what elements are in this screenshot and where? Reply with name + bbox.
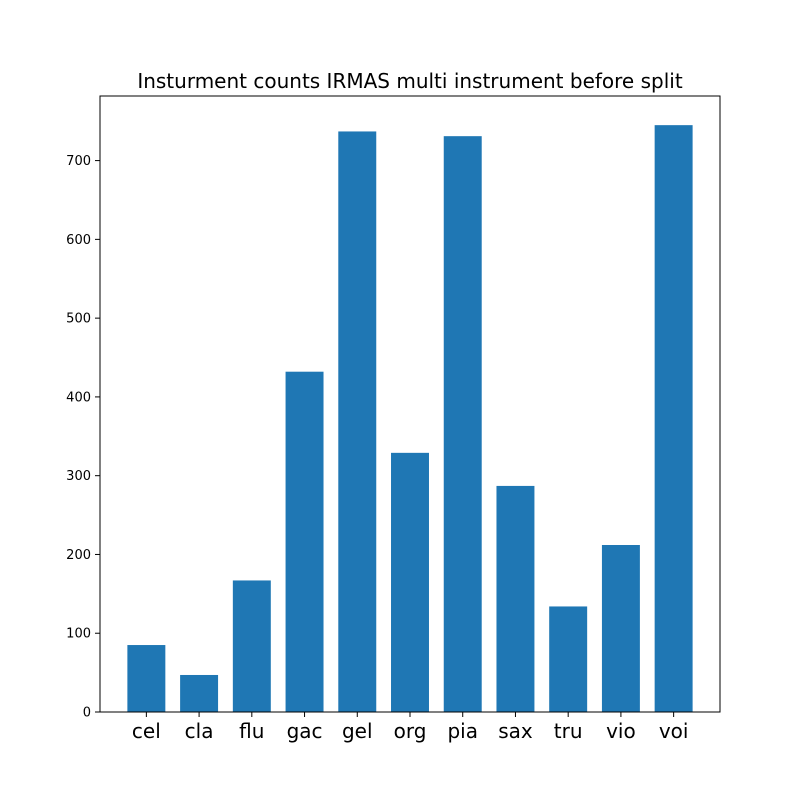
x-tick-label-voi: voi: [659, 719, 689, 743]
y-tick-label-200: 200: [66, 548, 91, 563]
chart-title: Insturment counts IRMAS multi instrument…: [137, 69, 683, 93]
bar-flu: [232, 580, 271, 712]
y-tick-label-100: 100: [66, 627, 91, 642]
x-tick-label-gac: gac: [287, 719, 323, 743]
bar-gel: [338, 131, 377, 712]
y-tick-label-400: 400: [66, 390, 91, 405]
bar-org: [391, 452, 429, 712]
bar-tru: [549, 606, 588, 712]
x-axis: cel cla flu gac gel org pia sax tru vio voi: [132, 712, 689, 743]
bar-gac: [285, 371, 324, 712]
bar-voi: [654, 125, 693, 712]
x-tick-label-gel: gel: [342, 719, 373, 743]
y-tick-label-700: 700: [66, 154, 91, 169]
bar-vio: [601, 545, 640, 712]
bar-pia: [443, 136, 482, 713]
y-tick-label-0: 0: [83, 706, 91, 721]
plot-frame: [99, 95, 721, 713]
y-axis: 0 100 200 300 400 500 600 700: [66, 154, 100, 721]
x-tick-label-cla: cla: [185, 719, 214, 743]
x-tick-label-sax: sax: [498, 719, 533, 743]
x-tick-label-cel: cel: [132, 719, 161, 743]
x-tick-label-flu: flu: [239, 719, 264, 743]
y-tick-label-500: 500: [66, 312, 91, 327]
x-tick-label-tru: tru: [554, 719, 583, 743]
x-tick-label-pia: pia: [447, 719, 478, 743]
bar-sax: [496, 485, 535, 712]
x-tick-label-org: org: [394, 719, 427, 743]
x-tick-label-vio: vio: [606, 719, 636, 743]
bar-cla: [180, 674, 219, 712]
bars-group: [127, 125, 693, 713]
y-tick-label-300: 300: [66, 469, 91, 484]
bar-cel: [127, 645, 166, 712]
y-tick-label-600: 600: [66, 233, 91, 248]
